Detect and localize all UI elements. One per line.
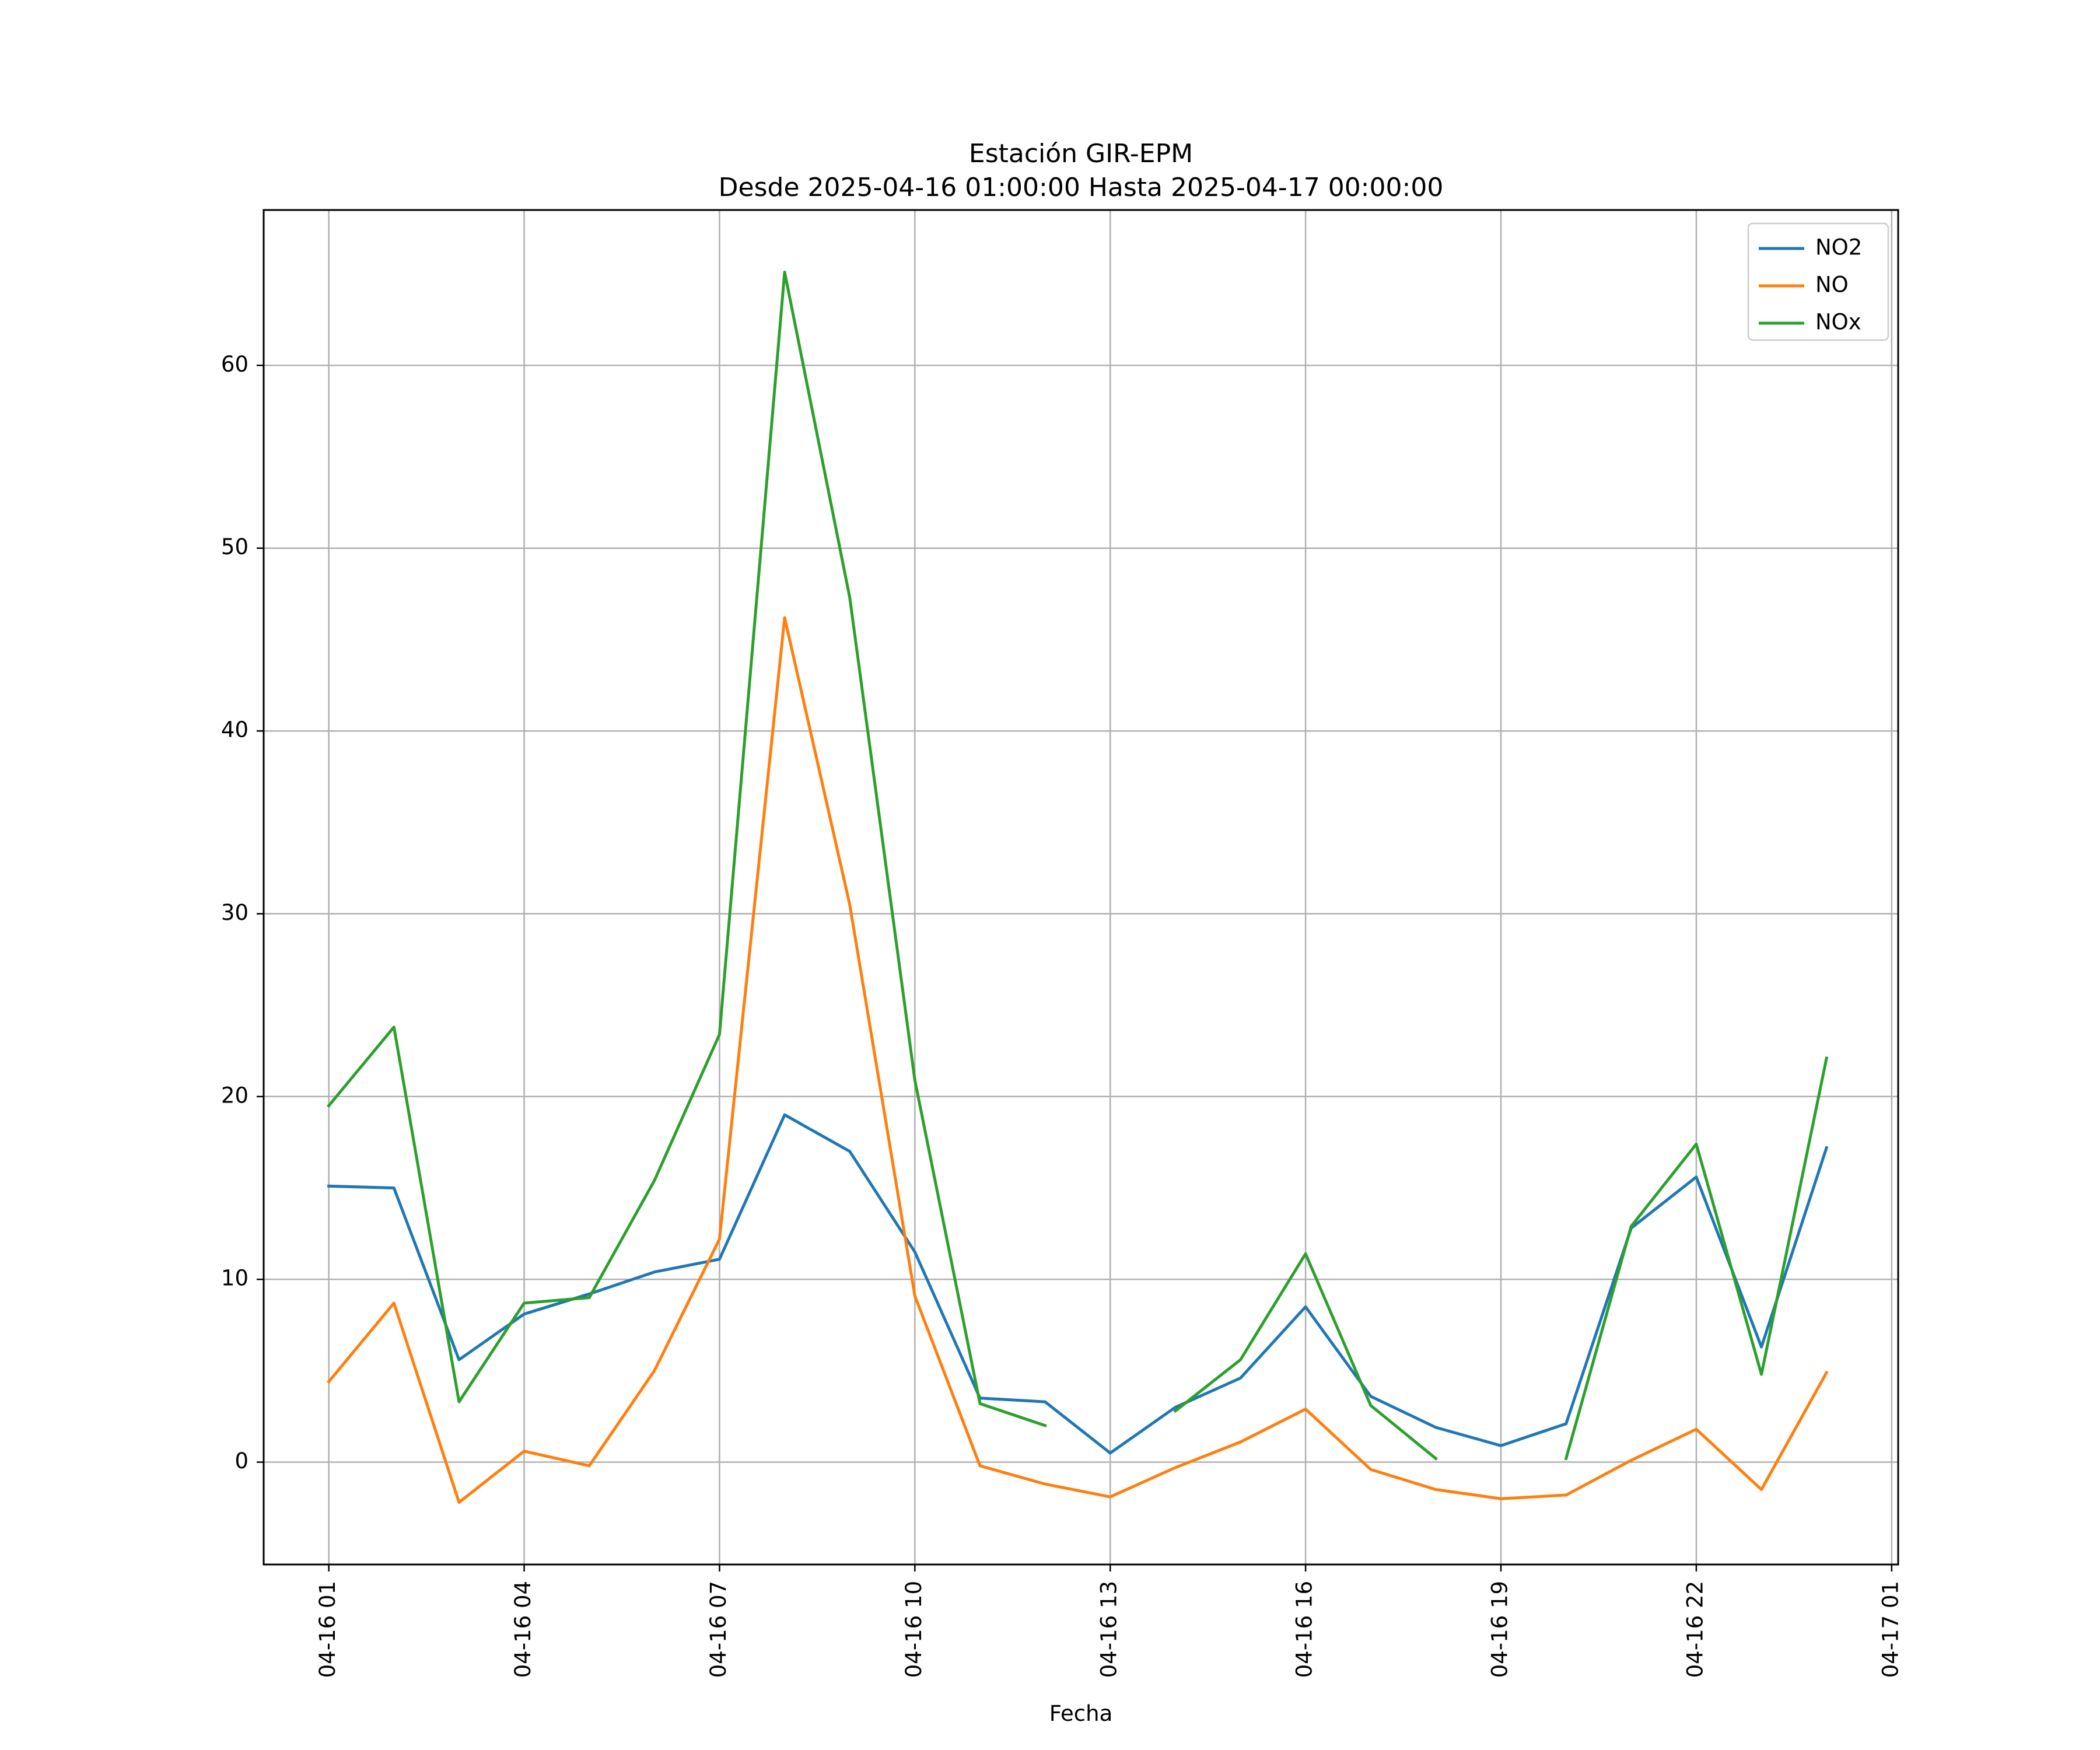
legend-box (1747, 222, 1889, 341)
series-nox (327, 271, 1829, 1461)
series-line (1173, 1252, 1438, 1461)
x-axis-label: Fecha (1049, 1701, 1113, 1726)
x-tick-label: 04-16 13 (1097, 1581, 1122, 1678)
y-tick-label: 40 (221, 718, 249, 743)
y-tick-label: 30 (221, 900, 249, 925)
y-tick-label: 10 (221, 1266, 249, 1291)
plot-area-frame (262, 209, 1899, 1566)
y-tick-label: 50 (221, 534, 249, 559)
series-line (327, 616, 1829, 1504)
x-tick-label: 04-16 04 (510, 1581, 536, 1678)
chart-subtitle: Desde 2025-04-16 01:00:00 Hasta 2025-04-… (719, 173, 1444, 202)
series-line (1564, 1056, 1829, 1461)
legend-label: NO2 (1815, 235, 1862, 260)
series-no (327, 616, 1829, 1504)
x-tick-label: 04-16 10 (901, 1581, 926, 1678)
y-tick-label: 20 (221, 1083, 249, 1108)
x-tick-label: 04-16 22 (1682, 1581, 1707, 1678)
axes: 04-16 01 04-16 04 04-16 07 04-16 10 04-16 13… (221, 352, 1903, 1678)
series-line (327, 271, 1047, 1427)
y-tick-label: 60 (221, 352, 249, 377)
legend-label: NO (1815, 272, 1849, 298)
series-lines (327, 271, 1829, 1504)
x-tick-label: 04-16 16 (1292, 1581, 1317, 1678)
x-tick-label: 04-16 19 (1488, 1581, 1513, 1678)
x-tick-label: 04-16 01 (315, 1581, 340, 1678)
chart-title: Estación GIR-EPM (969, 139, 1193, 169)
legend-label: NOx (1815, 310, 1861, 335)
y-tick-label: 0 (235, 1448, 249, 1474)
x-tick-label: 04-16 07 (706, 1581, 731, 1678)
legend: NO2 NO NOx (1747, 222, 1889, 341)
x-tick-label: 04-17 01 (1878, 1581, 1903, 1678)
